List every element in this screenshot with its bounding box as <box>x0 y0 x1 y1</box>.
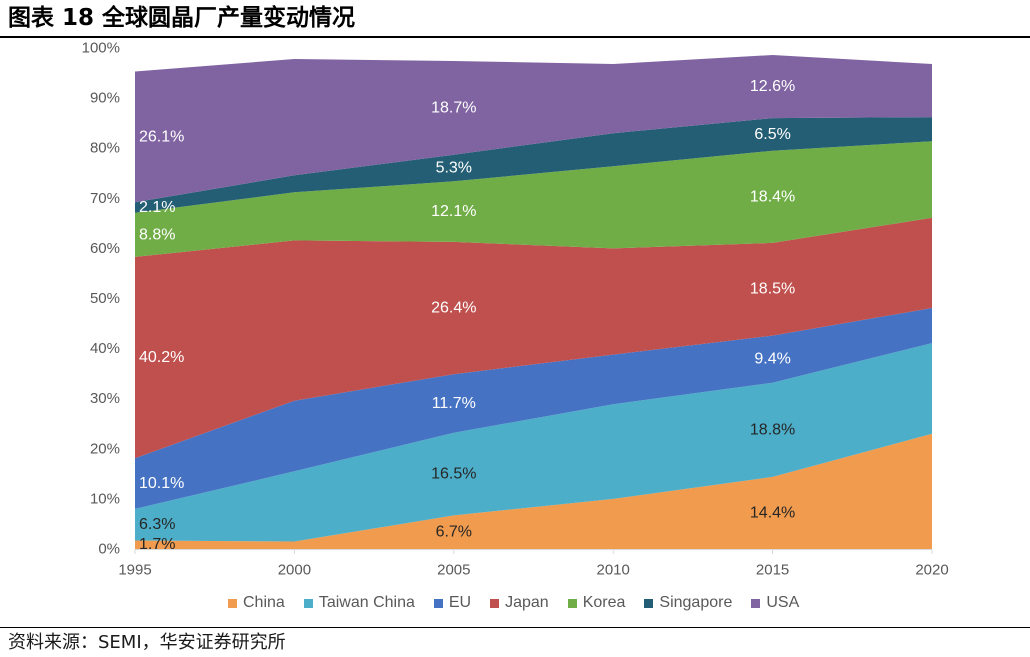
area-usa <box>135 55 932 203</box>
data-label-china-2015: 14.4% <box>750 504 795 521</box>
figure-title: 图表 18 全球圆晶厂产量变动情况 <box>8 5 356 31</box>
legend-label-japan: Japan <box>505 594 549 611</box>
legend-item-taiwan-china: Taiwan China <box>303 594 415 612</box>
legend-label-korea: Korea <box>582 594 626 611</box>
plot-areas <box>135 55 932 549</box>
y-tick-label: 100% <box>82 40 120 57</box>
top-divider <box>0 36 1030 38</box>
y-tick-label: 50% <box>90 290 120 307</box>
bottom-divider <box>0 627 1030 628</box>
data-label-usa-2005: 18.7% <box>431 99 476 116</box>
x-tick-label: 2020 <box>915 562 948 579</box>
x-tick-label: 2005 <box>437 562 470 579</box>
x-tick-label: 1995 <box>118 562 151 579</box>
data-label-usa-2015: 12.6% <box>750 78 795 95</box>
x-axis: 1995 2000 2005 2010 2015 2020 <box>118 549 949 579</box>
data-label-eu-1995: 10.1% <box>139 475 184 492</box>
data-label-japan-1995: 40.2% <box>139 349 184 366</box>
data-label-eu-2005: 11.7% <box>432 395 476 412</box>
data-label-japan-2005: 26.4% <box>431 300 476 317</box>
legend-label-eu: EU <box>448 594 472 611</box>
y-tick-label: 20% <box>90 440 120 457</box>
area-singapore <box>135 117 932 213</box>
data-label-china-2005: 6.7% <box>436 524 472 541</box>
x-tick-label: 2015 <box>756 562 789 579</box>
legend-item-china: China <box>228 594 285 612</box>
legend-swatch-japan <box>490 598 500 608</box>
legend-swatch-korea <box>567 598 577 608</box>
x-tick-label: 2010 <box>597 562 630 579</box>
data-label-taiwan-china-1995: 6.3% <box>139 516 175 533</box>
area-korea <box>135 141 932 257</box>
legend-swatch-china <box>228 598 237 608</box>
legend-item-japan: Japan <box>490 594 549 612</box>
y-tick-label: 40% <box>90 340 120 357</box>
source-note: 资料来源：SEMI，华安证券研究所 <box>8 632 286 653</box>
area-japan <box>135 217 932 459</box>
data-label-singapore-2015: 6.5% <box>754 126 790 143</box>
y-tick-label: 10% <box>90 490 120 507</box>
legend-label-china: China <box>243 594 285 611</box>
legend-swatch-singapore <box>644 598 654 608</box>
data-label-singapore-2005: 5.3% <box>436 160 472 177</box>
legend-label-usa: USA <box>766 594 800 611</box>
data-label-japan-2015: 18.5% <box>750 281 795 298</box>
y-tick-label: 70% <box>90 190 120 207</box>
data-label-korea-2015: 18.4% <box>750 188 795 205</box>
data-label-korea-1995: 8.8% <box>139 226 175 243</box>
area-taiwan-china <box>135 343 932 542</box>
legend-swatch-taiwan-china <box>303 598 313 608</box>
data-label-usa-1995: 26.1% <box>139 128 184 145</box>
legend-item-korea: Korea <box>567 594 626 612</box>
y-tick-label: 80% <box>90 140 120 157</box>
legend-swatch-usa <box>751 598 761 608</box>
legend-item-singapore: Singapore <box>644 594 732 612</box>
legend: China Taiwan China EU Japan Korea Singap… <box>228 594 799 612</box>
data-label-taiwan-china-2005: 16.5% <box>431 466 476 483</box>
y-axis: 0% 10% 20% 30% 40% 50% 60% 70% 80% 90% 100% <box>82 40 120 558</box>
legend-item-eu: EU <box>433 594 472 612</box>
data-labels: 1.7% 6.7% 14.4% 6.3% 16.5% 18.8% 10.1% 11.7% 9.4… <box>139 78 795 553</box>
x-tick-label: 2000 <box>278 562 311 579</box>
data-label-singapore-1995: 2.1% <box>139 199 175 216</box>
area-eu <box>135 308 932 509</box>
data-label-china-1995: 1.7% <box>139 536 175 553</box>
y-tick-label: 60% <box>90 240 120 257</box>
y-tick-label: 30% <box>90 390 120 407</box>
legend-item-usa: USA <box>751 594 799 612</box>
legend-swatch-eu <box>433 598 443 608</box>
data-label-taiwan-china-2015: 18.8% <box>750 421 795 438</box>
legend-label-singapore: Singapore <box>659 594 733 611</box>
data-label-eu-2015: 9.4% <box>754 351 790 368</box>
legend-label-taiwan-china: Taiwan China <box>318 594 415 611</box>
area-china <box>135 433 932 549</box>
y-tick-label: 0% <box>98 541 120 558</box>
data-label-korea-2005: 12.1% <box>431 203 476 220</box>
y-tick-label: 90% <box>90 90 120 107</box>
stacked-area-chart: 1995 2000 2005 2010 2015 2020 0% 10% 20% 30% 40% 5… <box>82 40 949 579</box>
